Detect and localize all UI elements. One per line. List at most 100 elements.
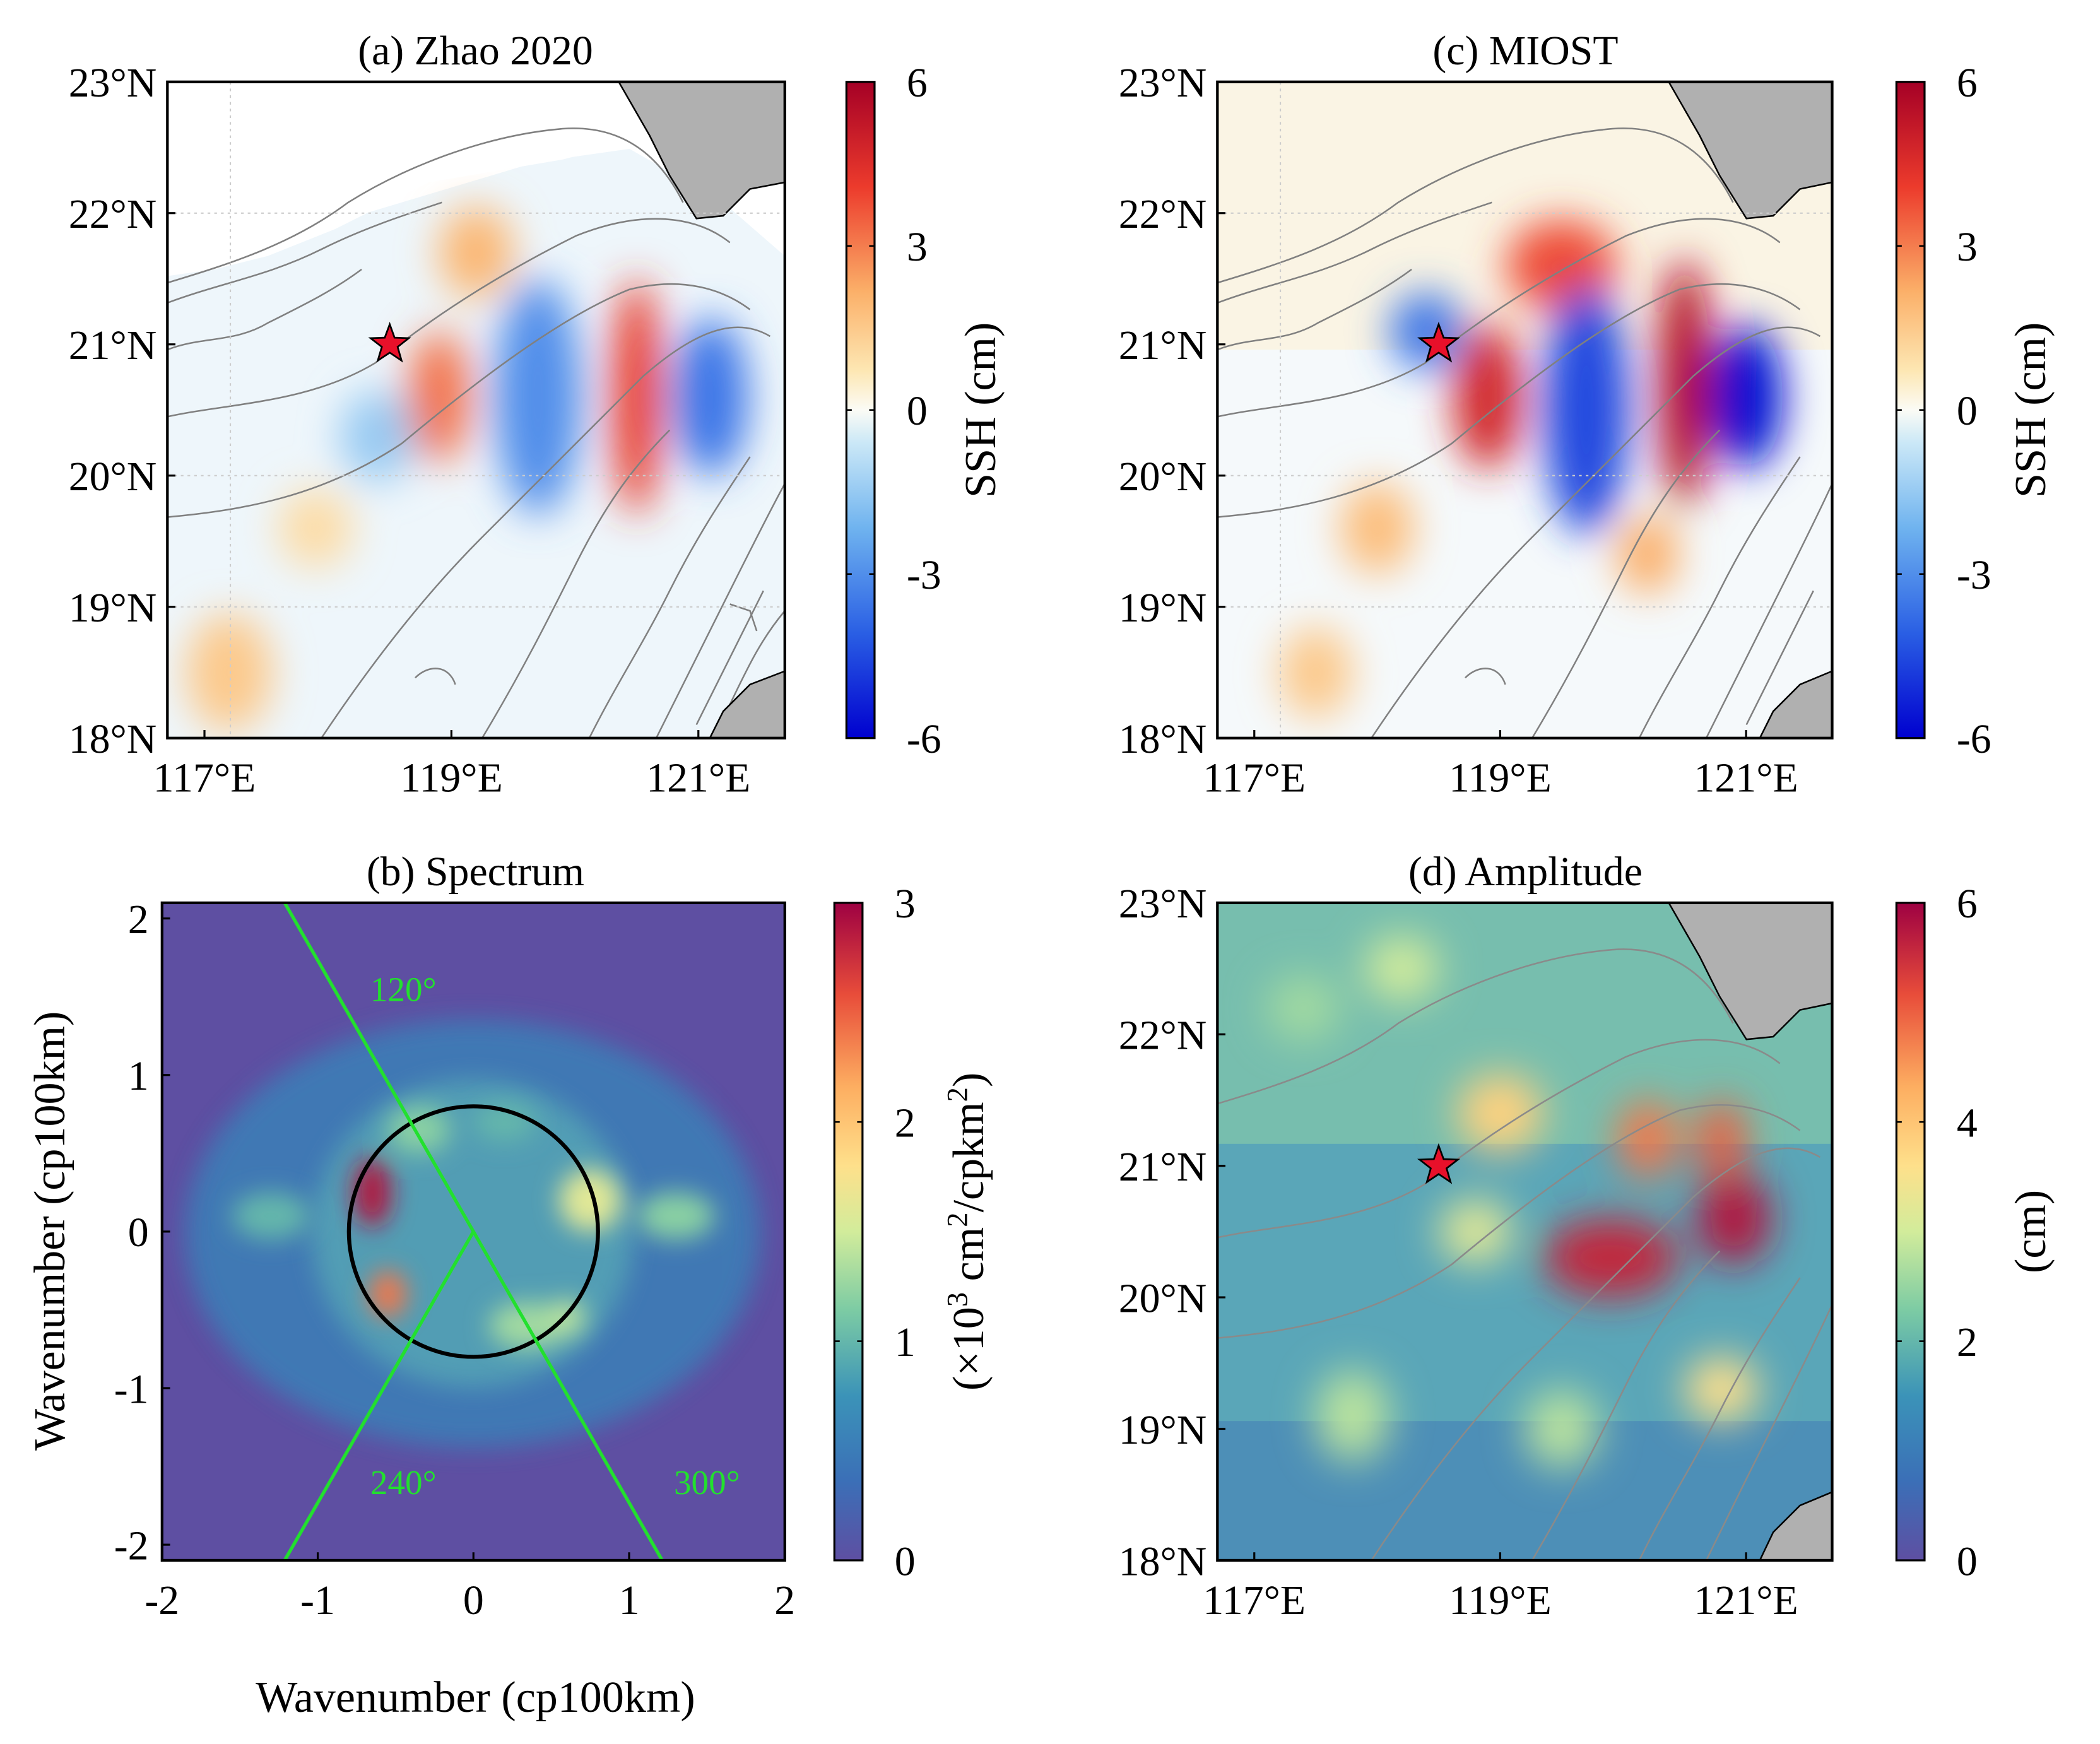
colorbar-label: SSH (cm) (957, 322, 1005, 498)
y-tick-label: 2 (128, 897, 149, 943)
heatmap-feature (548, 1299, 586, 1337)
land (1668, 902, 1832, 1040)
y-tick-label: 20°N (69, 454, 157, 500)
x-tick-label: 121°E (1694, 755, 1798, 801)
direction-label: 300° (674, 1463, 740, 1502)
heatmap-feature (1439, 1198, 1513, 1264)
colorbar-label-part: 3 (941, 1292, 974, 1307)
y-tick-label: 20°N (1119, 454, 1207, 500)
heatmap-feature (1278, 626, 1353, 719)
colorbar-label: (cm) (2007, 1190, 2055, 1273)
x-tick-label: 117°E (153, 755, 256, 801)
heatmap-feature (1453, 324, 1523, 469)
heatmap-feature (1617, 1100, 1678, 1179)
heatmap-feature (340, 390, 415, 483)
x-axis-label: Wavenumber (cp100km) (256, 1673, 695, 1722)
x-tick-label: 119°E (400, 755, 503, 801)
heatmap-feature (1697, 1100, 1747, 1179)
heatmap-feature (494, 278, 581, 516)
panel-b-spectrum: (b) Spectrum 120° 240° 300° -2 -1 0 1 2 -2 -1 0 1 2… (26, 849, 993, 1722)
heatmap-feature (369, 1270, 407, 1318)
colorbar-label: SSH (cm) (2007, 322, 2055, 498)
heatmap-feature (1697, 1172, 1771, 1264)
y-tick-label: 21°N (1119, 322, 1207, 368)
heatmap-feature (353, 1158, 391, 1227)
axes-frame (1216, 80, 1834, 739)
colorbar-gradient (1895, 902, 1926, 1562)
heatmap-feature (637, 1192, 715, 1240)
heatmap-feature (1365, 935, 1439, 1002)
land (1668, 81, 1832, 220)
colorbar-tick-label: 0 (895, 1538, 916, 1584)
direction-label: 120° (370, 970, 437, 1008)
y-tick-label: 1 (128, 1053, 149, 1099)
panel-d-amplitude: (d) Amplitude 117°E 119°E 121°E 18°N 19°N 20°… (1119, 849, 2055, 1623)
y-tick-label: 21°N (1119, 1144, 1207, 1190)
colorbar-tick-label: 1 (895, 1319, 916, 1365)
y-tick-label: 18°N (69, 716, 157, 762)
land (1759, 670, 1832, 738)
heatmap-feature (673, 318, 748, 476)
panel-title: (b) Spectrum (367, 849, 584, 895)
y-axis-label: Wavenumber (cp100km) (26, 1011, 74, 1451)
station-star-marker (1417, 321, 1461, 363)
colorbar-tick-label: 2 (1957, 1319, 1978, 1365)
direction-line (283, 1230, 475, 1560)
y-tick-label: 21°N (69, 322, 157, 368)
y-tick-label: 19°N (1119, 1407, 1207, 1453)
grid-lines (1217, 81, 1832, 738)
colorbar-tick-label: 0 (907, 388, 928, 434)
heatmap-feature (1457, 1073, 1543, 1153)
y-tick-label: 20°N (1119, 1275, 1207, 1321)
heatmap-feature (1340, 482, 1415, 574)
y-tick-label: 23°N (1119, 60, 1207, 106)
heatmap-feature (1525, 1389, 1599, 1469)
heatmap-feature (408, 331, 470, 463)
x-tick-label: 117°E (1203, 1577, 1306, 1623)
land (1759, 1491, 1832, 1560)
x-tick-label: 121°E (646, 755, 750, 801)
bathymetry-contours (1217, 948, 1832, 1560)
y-tick-label: 23°N (69, 60, 157, 106)
heatmap-feature (387, 1106, 451, 1153)
y-tick-label: 22°N (69, 191, 157, 237)
colorbar-tick-label: 0 (1957, 1538, 1978, 1584)
colorbar-label-part: 2 (941, 1212, 974, 1227)
heatmap-feature (1543, 285, 1630, 535)
colorbar-tick-label: 3 (895, 881, 916, 927)
y-tick-label: -2 (114, 1523, 149, 1569)
colorbar-tick-label: -3 (907, 552, 941, 598)
colorbar-tick-label: -6 (1957, 716, 1991, 762)
colorbar-tick-label: 6 (1957, 60, 1978, 106)
axes-frame (1216, 901, 1834, 1562)
panel-title: (d) Amplitude (1408, 849, 1643, 895)
bathymetry-contours (1217, 127, 1832, 738)
heatmap-feature (439, 206, 514, 298)
colorbar-tick-label: 3 (907, 224, 928, 270)
heatmap-feature (611, 278, 662, 516)
heatmap-feature (473, 1103, 536, 1141)
colorbar-tick-label: 6 (907, 60, 928, 106)
heatmap-feature (1709, 324, 1783, 469)
station-star-marker (1417, 1143, 1461, 1184)
colorbar-tick-label: -3 (1957, 552, 1991, 598)
colorbar-label: (×103 cm2/cpkm2) (941, 1073, 993, 1391)
direction-label: 240° (370, 1463, 437, 1502)
direction-line (471, 1230, 664, 1560)
colorbar-tick-label: -6 (907, 716, 941, 762)
x-tick-label: 119°E (1449, 1577, 1552, 1623)
wavenumber-circle (346, 1104, 600, 1359)
x-tick-label: -1 (300, 1577, 335, 1623)
amplitude-band-south (1217, 1421, 1832, 1560)
heatmap-feature (186, 613, 273, 732)
panel-a-zhao-2020: (a) Zhao 2020 (69, 28, 1005, 801)
direction-line (283, 902, 475, 1233)
station-star-marker (368, 321, 411, 363)
heatmap-feature (1617, 515, 1678, 594)
y-tick-label: 22°N (1119, 1013, 1207, 1059)
heatmap-feature (1389, 292, 1463, 371)
colorbar-tick-label: 3 (1957, 224, 1978, 270)
heatmap-feature (1543, 1218, 1678, 1298)
heatmap-feature (232, 1192, 310, 1240)
colorbar-gradient (833, 902, 864, 1562)
